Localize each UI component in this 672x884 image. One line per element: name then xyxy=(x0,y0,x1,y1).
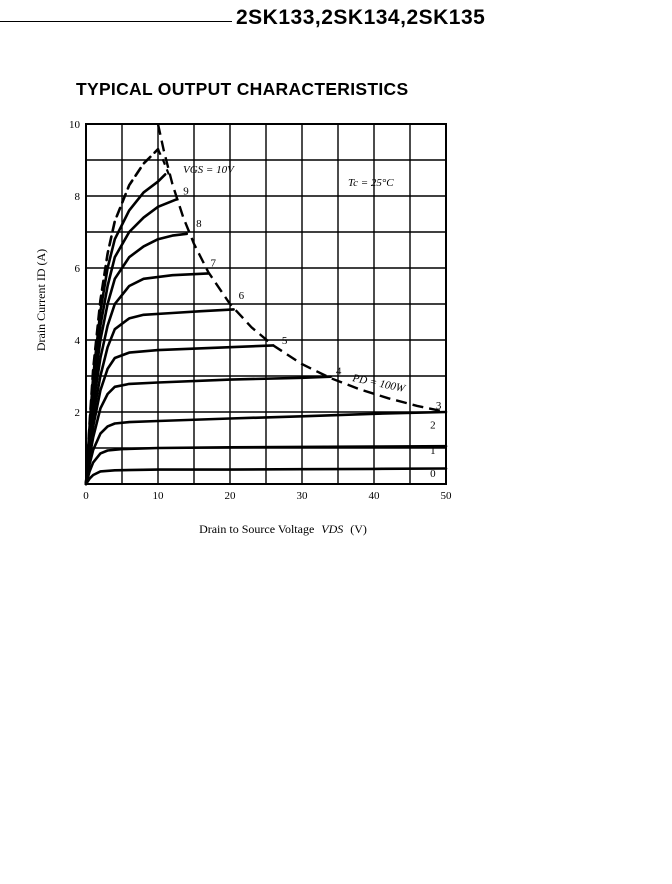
part-numbers: 2SK133,2SK134,2SK135 xyxy=(236,6,486,29)
grid xyxy=(85,123,447,485)
chart-title: TYPICAL OUTPUT CHARACTERISTICS xyxy=(76,79,409,99)
curve-vgs-0 xyxy=(84,467,448,486)
curve-vgs-4 xyxy=(84,344,275,486)
plot-frame xyxy=(85,123,447,485)
curve-vgs-10 xyxy=(84,147,160,486)
x-axis-label-main: Drain to Source Voltage xyxy=(199,522,314,536)
curve-vgs-2 xyxy=(84,410,448,486)
series-label-5: 5 xyxy=(282,335,288,347)
series-label-4: 4 xyxy=(336,366,342,378)
y-tick-label: 8 xyxy=(75,191,81,203)
x-axis-label-unit: (V) xyxy=(350,522,367,536)
x-axis-label-symbol: VDS xyxy=(321,522,343,536)
series-label-7: 7 xyxy=(211,258,217,270)
x-tick-label: 50 xyxy=(441,490,453,502)
x-tick-label: 10 xyxy=(153,490,165,502)
curve-vgs-5 xyxy=(84,308,235,486)
y-tick-label: 2 xyxy=(75,407,81,419)
x-tick-label: 0 xyxy=(83,490,89,502)
y-tick-label: 10 xyxy=(69,119,81,131)
y-tick-label: 4 xyxy=(75,335,81,347)
series-label-0: 0 xyxy=(430,468,436,480)
curve-vgs-10-extension xyxy=(157,148,170,175)
series-label-6: 6 xyxy=(239,290,245,302)
curve-vgs-3 xyxy=(84,375,333,486)
header-rule xyxy=(0,21,232,22)
x-tick-label: 40 xyxy=(369,490,381,502)
series-label-1: 1 xyxy=(430,445,436,457)
series-label-2: 2 xyxy=(430,420,436,432)
vgs-annotation: VGS = 10V xyxy=(183,164,235,176)
series-label-9: 9 xyxy=(183,186,189,198)
power-limit-curve xyxy=(156,123,447,414)
y-tick-label: 6 xyxy=(75,263,81,275)
series-label-8: 8 xyxy=(196,218,202,230)
series-label-3: 3 xyxy=(436,400,442,412)
temperature-annotation: Tc = 25°C xyxy=(348,177,394,189)
curve-vgs-8 xyxy=(84,198,178,486)
y-axis-label: Drain Current ID (A) xyxy=(34,249,48,351)
x-tick-label: 20 xyxy=(225,490,237,502)
curve-vgs-1 xyxy=(84,444,448,486)
curves xyxy=(84,123,448,486)
x-axis-label: Drain to Source Voltage VDS (V) xyxy=(199,522,367,536)
x-tick-label: 30 xyxy=(297,490,309,502)
